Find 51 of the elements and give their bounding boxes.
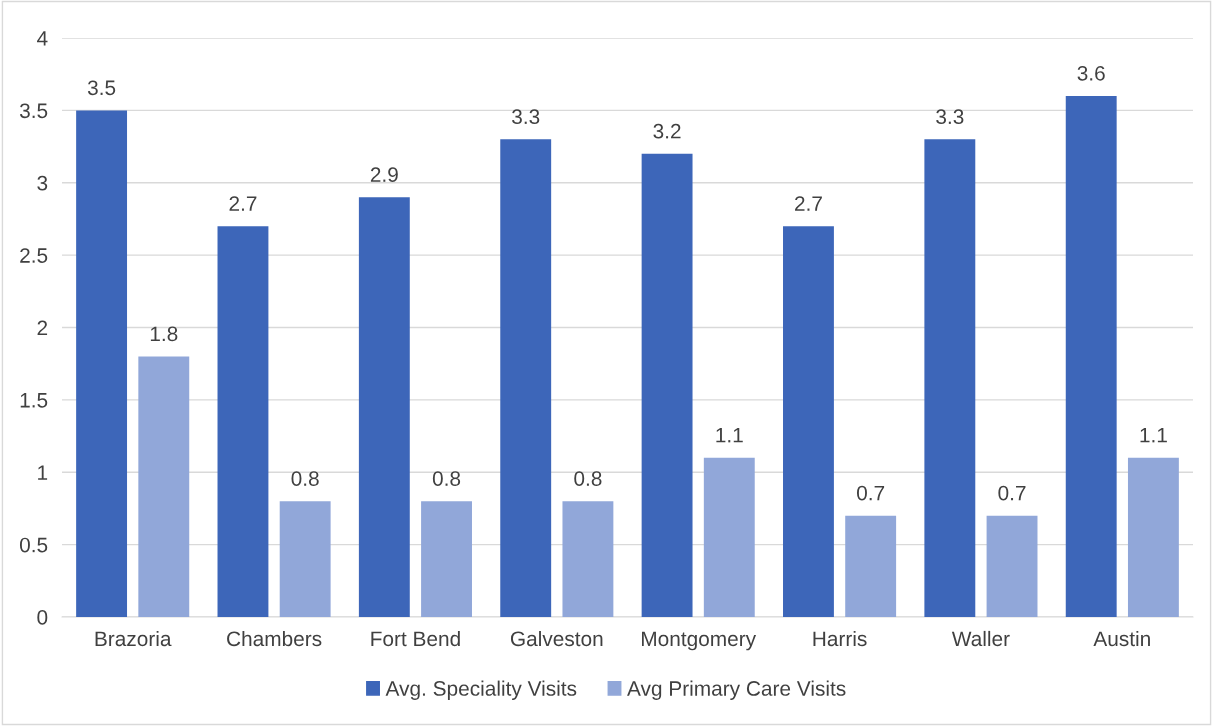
data-label: 1.8 [150,326,178,342]
data-label: 0.8 [291,471,319,486]
bar [986,515,1038,617]
bar [217,226,269,617]
data-label: 3.5 [87,80,116,96]
bar [783,226,834,617]
y-tick-label: 1.5 [20,393,48,408]
y-tick-label: 3 [37,175,48,191]
x-tick-label: Waller [951,630,1010,647]
data-label: 0.7 [857,485,885,501]
data-label: 2.9 [370,167,398,182]
x-tick-label: Montgomery [642,631,757,651]
bar [1127,457,1179,617]
data-label: 1.1 [716,428,743,443]
y-tick-label: 4 [37,31,48,46]
bar [358,197,410,617]
data-label: 0.8 [574,471,602,486]
legend-label: Avg. Speciality Visits [385,680,577,700]
y-tick-label: 0 [37,610,48,625]
data-label: 0.7 [998,485,1026,501]
bar [500,139,552,617]
data-label: 3.6 [1077,65,1105,81]
data-label: 3.3 [512,109,540,125]
y-tick-label: 2.5 [20,248,48,263]
legend-label: Avg Primary Care Visits [627,680,846,700]
bar [924,139,976,617]
bar [562,501,614,617]
x-tick-label: Fort Bend [371,630,460,647]
data-label: 3.3 [936,109,964,125]
bar [421,501,472,617]
bar [845,515,897,617]
data-label: 1.1 [1140,428,1167,443]
data-label: 2.7 [795,196,822,211]
y-tick-label: 1 [38,465,48,480]
bar [1065,95,1117,617]
y-tick-label: 3.5 [19,103,48,119]
bar [279,501,331,617]
x-tick-label: Chambers [227,630,322,647]
bar [138,356,190,617]
y-tick-label: 0.5 [19,537,48,553]
x-tick-label: Austin [1093,630,1150,647]
bar [76,110,128,617]
y-tick-label: 2 [37,320,48,336]
data-label: 2.7 [229,196,257,211]
data-label: 0.8 [432,471,461,486]
x-tick-label: Galveston [510,630,603,647]
data-label: 3.2 [653,123,681,139]
x-tick-label: Brazoria [95,630,172,647]
bar [641,153,693,617]
x-tick-label: Harris [813,630,867,647]
bar [703,457,755,617]
